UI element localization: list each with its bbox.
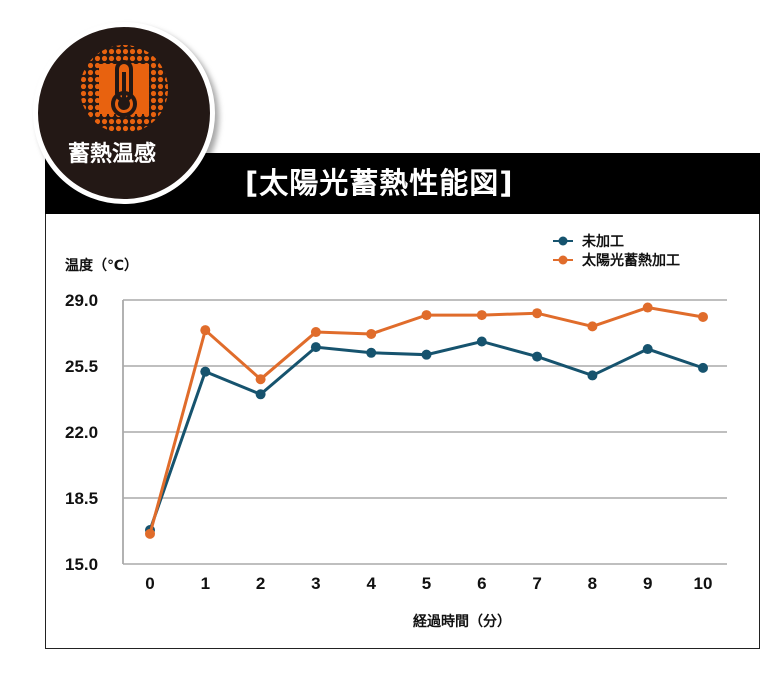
chart-title: [太陽光蓄熱性能図] <box>245 166 514 200</box>
badge <box>33 22 215 204</box>
x-tick-label: 10 <box>694 574 713 593</box>
series-line <box>148 306 704 535</box>
data-point <box>532 308 543 319</box>
y-tick-label: 15.0 <box>65 555 98 574</box>
data-point <box>145 528 155 539</box>
chart-frame <box>45 153 760 649</box>
data-point <box>698 362 708 373</box>
legend-label: 太陽光蓄熱加工 <box>582 252 680 269</box>
data-point <box>698 311 708 322</box>
data-point <box>476 310 487 321</box>
y-tick-label: 25.5 <box>65 357 98 376</box>
data-point <box>642 302 653 313</box>
data-point <box>310 327 321 338</box>
data-point <box>255 374 266 385</box>
x-tick-label: 5 <box>422 574 431 593</box>
y-axis-label: 温度（℃） <box>65 257 138 274</box>
x-tick-label: 4 <box>366 574 376 593</box>
legend-label: 未加工 <box>582 233 624 250</box>
data-point <box>532 351 543 362</box>
y-tick-label: 29.0 <box>65 291 98 310</box>
data-point <box>421 310 432 321</box>
series-line <box>148 339 704 531</box>
data-point <box>587 321 598 332</box>
x-tick-label: 8 <box>588 574 597 593</box>
data-point <box>200 366 211 377</box>
y-tick-label: 22.0 <box>65 423 98 442</box>
data-point <box>200 325 211 336</box>
data-point <box>310 342 321 353</box>
x-axis-label: 経過時間（分） <box>413 613 511 630</box>
thermometer-icon <box>80 45 168 133</box>
y-tick-label: 18.5 <box>65 489 98 508</box>
x-tick-label: 1 <box>201 574 210 593</box>
x-tick-label: 9 <box>643 574 652 593</box>
x-tick-label: 7 <box>532 574 541 593</box>
data-point <box>476 336 487 347</box>
x-tick-label: 6 <box>477 574 486 593</box>
data-point <box>587 370 598 381</box>
x-tick-label: 0 <box>145 574 154 593</box>
data-point <box>255 389 266 400</box>
legend-marker <box>558 236 568 246</box>
x-tick-label: 3 <box>311 574 320 593</box>
data-point <box>366 347 377 358</box>
data-point <box>421 349 432 360</box>
data-point <box>642 344 653 355</box>
x-tick-label: 2 <box>256 574 265 593</box>
data-point <box>366 328 377 339</box>
badge-label: 蓄熱温感 <box>68 142 157 167</box>
legend-marker <box>558 255 568 265</box>
